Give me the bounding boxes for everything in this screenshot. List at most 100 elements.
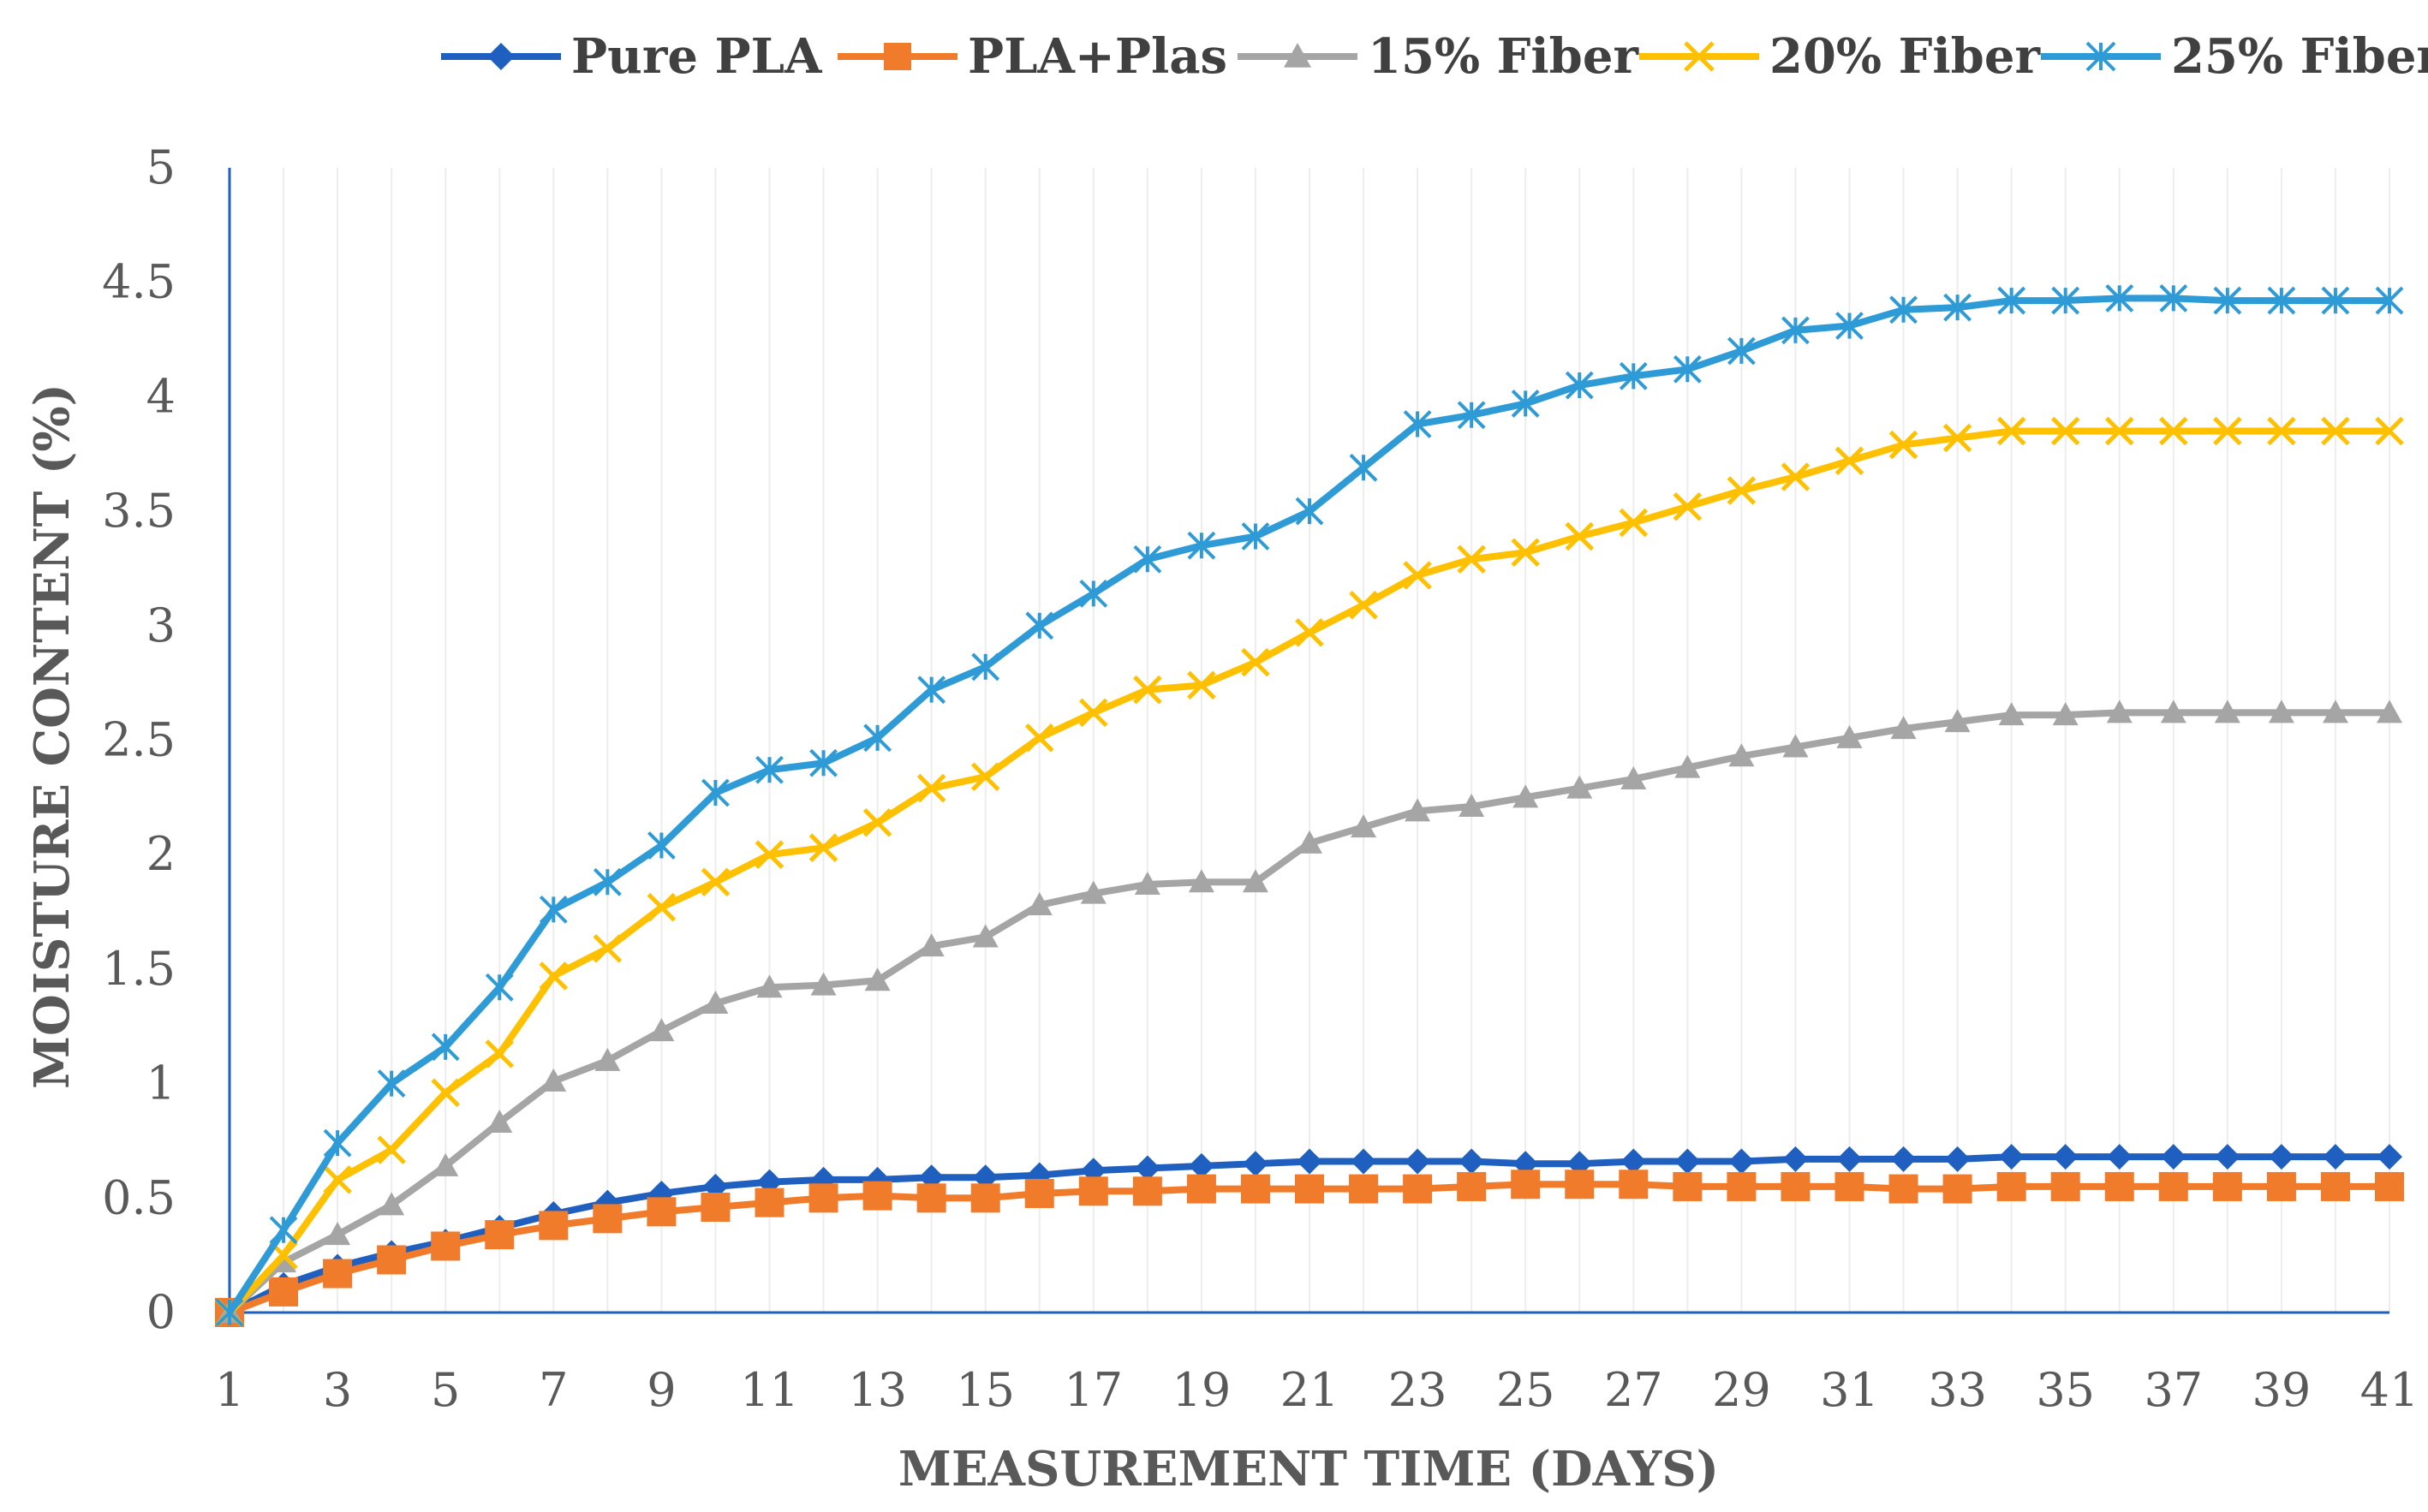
data-point <box>863 723 892 753</box>
data-point <box>2322 1144 2348 1170</box>
data-point <box>539 1211 569 1241</box>
data-point <box>377 1245 407 1275</box>
series-15-fiber <box>217 699 2402 1323</box>
data-point <box>1942 423 1972 453</box>
data-point <box>379 1192 405 1216</box>
data-point <box>1403 410 1432 438</box>
gridlines <box>283 168 2390 1313</box>
data-point <box>1351 814 1377 838</box>
data-point <box>2267 416 2296 446</box>
data-point <box>755 840 784 869</box>
data-point <box>593 934 623 963</box>
data-point <box>485 1220 515 1250</box>
data-point <box>1349 453 1378 482</box>
legend-item: PLA+Plas <box>838 28 1227 85</box>
data-point <box>2105 284 2134 313</box>
data-point <box>485 973 514 1002</box>
data-point <box>1457 1171 1487 1201</box>
data-point <box>1673 1171 1703 1201</box>
data-point <box>1133 675 1162 705</box>
data-point <box>2213 416 2242 446</box>
data-point <box>1781 316 1810 345</box>
data-point <box>2052 702 2079 726</box>
data-point <box>2375 286 2404 315</box>
x-tick-label: 23 <box>1388 1363 1447 1417</box>
data-point <box>593 1204 623 1234</box>
data-point <box>540 1068 567 1092</box>
data-point <box>1511 538 1540 567</box>
x-axis-title: MEASUREMENT TIME (DAYS) <box>898 1441 1719 1497</box>
legend-marker <box>2085 41 2116 72</box>
x-tick-label: 39 <box>2252 1363 2312 1417</box>
data-point <box>972 924 999 948</box>
data-point <box>1673 354 1702 384</box>
data-point <box>1080 880 1107 904</box>
legend-label: 20% Fiber <box>1769 28 2041 85</box>
data-point <box>862 807 892 837</box>
data-point <box>2051 286 2080 315</box>
data-point <box>1782 1146 1809 1172</box>
x-tick-label: 27 <box>1604 1363 1663 1417</box>
data-point <box>648 1018 675 1042</box>
data-point <box>2375 1171 2404 1201</box>
data-point <box>701 778 730 807</box>
y-tick-label: 1.5 <box>102 942 176 996</box>
data-point <box>2322 699 2348 723</box>
data-point <box>2377 699 2402 723</box>
data-point <box>1134 871 1160 895</box>
data-point <box>1459 794 1485 818</box>
legend-marker <box>487 43 515 70</box>
data-point <box>1025 611 1054 640</box>
data-point <box>2050 1171 2080 1201</box>
x-tick-label: 25 <box>1496 1363 1555 1417</box>
x-tick-label: 21 <box>1280 1363 1339 1417</box>
data-point <box>1133 545 1162 574</box>
data-point <box>377 1135 406 1164</box>
data-point <box>1834 446 1864 476</box>
data-point <box>2267 286 2296 315</box>
data-point <box>1565 1170 1595 1199</box>
x-tick-label: 3 <box>323 1363 352 1417</box>
data-point <box>1996 1171 2026 1201</box>
data-point <box>2158 1171 2188 1201</box>
data-point <box>1511 390 1540 418</box>
legend-item: Pure PLA <box>441 28 823 85</box>
data-point <box>1459 1148 1485 1175</box>
data-point <box>970 762 1000 792</box>
data-point <box>1782 734 1809 758</box>
legend-marker <box>1284 43 1311 68</box>
data-point <box>1351 1148 1377 1175</box>
x-tick-label: 15 <box>956 1363 1015 1417</box>
data-point <box>2377 1144 2402 1170</box>
data-point <box>1187 670 1216 700</box>
series-25-fiber <box>215 284 2404 1327</box>
data-point <box>1349 590 1378 620</box>
data-point <box>539 895 568 924</box>
data-point <box>862 1181 892 1211</box>
data-point <box>215 1298 244 1327</box>
x-tick-label: 29 <box>1712 1363 1771 1417</box>
data-point <box>1079 579 1108 608</box>
x-tick-label: 7 <box>539 1363 568 1417</box>
data-point <box>1619 508 1649 538</box>
data-point <box>2104 1171 2134 1201</box>
data-point <box>1241 522 1270 551</box>
data-point <box>1295 1174 1324 1204</box>
data-point <box>1134 1155 1160 1182</box>
legend-item: 20% Fiber <box>1639 28 2041 85</box>
data-point <box>2052 1144 2079 1170</box>
legend-label: 25% Fiber <box>2171 28 2428 85</box>
data-point <box>2160 1144 2186 1170</box>
data-point <box>1889 295 1918 324</box>
data-point <box>1674 1148 1701 1175</box>
x-tick-label: 17 <box>1064 1363 1123 1417</box>
data-point <box>1781 1171 1811 1201</box>
data-point <box>702 991 729 1015</box>
data-point <box>2160 699 2186 723</box>
legend-item: 25% Fiber <box>2041 28 2428 85</box>
data-point <box>1403 1174 1433 1204</box>
data-point <box>1457 545 1486 574</box>
data-point <box>1511 1170 1541 1199</box>
x-tick-label: 33 <box>1928 1363 1987 1417</box>
